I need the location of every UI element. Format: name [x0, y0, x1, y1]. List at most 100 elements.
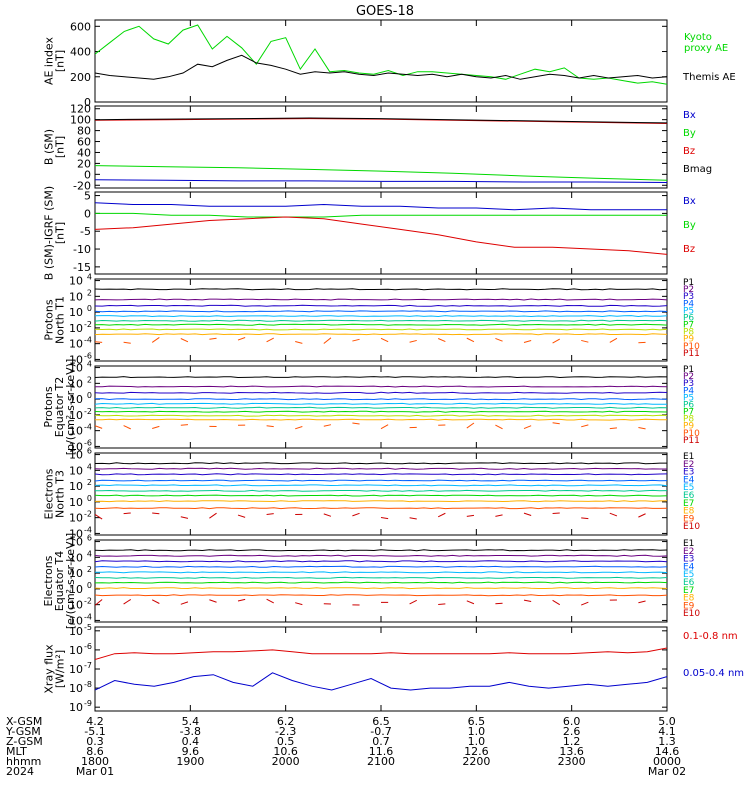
series-line-p3 [95, 304, 667, 307]
y-tick-label: 10 [69, 512, 83, 525]
series-line-p8 [95, 328, 667, 331]
series-segment-e10 [323, 513, 332, 517]
y-tick-label: 10 [69, 322, 83, 335]
series-segment-p10 [295, 340, 303, 344]
legend-label: P1 [683, 278, 694, 288]
x-column-value: 4.2 [86, 715, 104, 728]
series-segment-p10 [266, 425, 274, 428]
x-column-value: 1800 [81, 755, 109, 768]
x-column-value: -5.1 [84, 725, 105, 738]
x-column-value: 10.6 [273, 745, 298, 758]
y-axis-label: [W/m²] [54, 650, 67, 688]
y-tick-exponent: 6 [87, 447, 92, 456]
y-tick-exponent: -4 [84, 525, 92, 534]
x-axis-table: X-GSMY-GSMZ-GSMMLThhmm20244.2-5.10.38.61… [5, 715, 686, 778]
y-tick-label: 10 [69, 425, 83, 438]
series-segment-p10 [552, 422, 560, 425]
y-tick-label: 20 [77, 157, 91, 170]
series-line-e6 [95, 489, 667, 492]
series-line-e1 [95, 462, 667, 465]
series-group [95, 462, 667, 520]
legend-label: E10 [683, 609, 700, 619]
series-segment-p10 [438, 338, 446, 343]
series-line-e8 [95, 587, 667, 590]
y-tick-label: 10 [69, 614, 83, 627]
y-tick-label: 5 [84, 190, 91, 203]
series-segment-p10 [323, 337, 332, 344]
series-line-bz [95, 216, 667, 255]
legend-label: 0.05-0.4 nm [683, 668, 744, 679]
y-tick-label: 0 [84, 168, 91, 181]
legend-label: P9 [683, 422, 694, 432]
series-line-e3 [95, 560, 667, 563]
panel-frame [94, 539, 668, 623]
x-column-value: 6.2 [277, 715, 295, 728]
series-group [95, 647, 667, 691]
series-line-by [95, 165, 667, 181]
series-line-e7 [95, 494, 667, 497]
x-column-value: 2300 [558, 755, 586, 768]
y-tick-label: 10 [69, 480, 83, 493]
y-tick-label: 40 [77, 146, 91, 159]
series-segment-p10 [380, 424, 389, 430]
x-column-value: Mar 01 [76, 765, 114, 778]
x-column-value: 0.5 [277, 735, 295, 748]
y-tick-label: 10 [69, 527, 83, 540]
y-tick-label: 10 [69, 449, 83, 462]
panel-frame [94, 191, 668, 275]
legend-label: By [683, 220, 696, 231]
legend-label: Bx [683, 196, 696, 207]
series-segment-e10 [152, 512, 160, 515]
y-tick-label: 0 [84, 96, 91, 109]
legend-label: E7 [683, 499, 694, 509]
x-column-value: 6.0 [563, 715, 581, 728]
series-segment-e10 [209, 599, 217, 603]
series-line-p4 [95, 398, 667, 401]
y-tick-exponent: -6 [84, 438, 92, 447]
series-line-bmag [95, 117, 667, 124]
series-segment-p10 [495, 424, 503, 430]
series-segment-e10 [352, 512, 360, 517]
legend-label: P10 [683, 429, 700, 439]
y-tick-label: 400 [70, 46, 91, 59]
legend-label: P9 [683, 335, 694, 345]
series-line-e2 [95, 467, 667, 470]
plot-title: GOES-18 [356, 4, 414, 19]
y-tick-exponent: -5 [84, 623, 92, 632]
y-axis-label: Xray flux [43, 644, 56, 694]
y-tick-label: 10 [69, 551, 83, 564]
series-line-0-05-0-4-nm [95, 672, 667, 691]
series-line-p9 [95, 418, 667, 421]
series-line-p6 [95, 319, 667, 322]
series-segment-p10 [609, 337, 618, 343]
x-column-value: 2000 [272, 755, 300, 768]
series-segment-p10 [581, 339, 589, 343]
y-tick-label: 80 [77, 125, 91, 138]
y-tick-label: -10 [73, 243, 91, 256]
x-column-value: 6.5 [372, 715, 390, 728]
y-tick-label: 10 [69, 409, 83, 422]
series-line-p6 [95, 406, 667, 409]
y-tick-exponent: 2 [87, 565, 92, 574]
series-segment-e10 [266, 598, 274, 604]
panel-frame [94, 626, 668, 712]
y-tick-exponent: 0 [87, 494, 92, 503]
series-line-e1 [95, 549, 667, 552]
series-segment-e10 [151, 599, 160, 604]
x-row-label: hhmm [6, 755, 41, 768]
series-line-e4 [95, 479, 667, 482]
series-segment-e10 [180, 601, 189, 605]
y-axis-label: [e/(cm²-s-sr-keV)] [64, 533, 77, 629]
series-segment-e10 [552, 599, 561, 606]
y-axis-label: Equator T4 [53, 551, 66, 611]
series-line-p7 [95, 410, 667, 413]
y-tick-label: 60 [77, 136, 91, 149]
series-line-bx [95, 179, 667, 183]
series-segment-e10 [95, 599, 103, 606]
y-axis-label: Electrons [43, 468, 56, 519]
series-segment-p10 [323, 424, 332, 427]
series-segment-e10 [237, 514, 246, 518]
y-tick-label: 10 [69, 701, 83, 714]
